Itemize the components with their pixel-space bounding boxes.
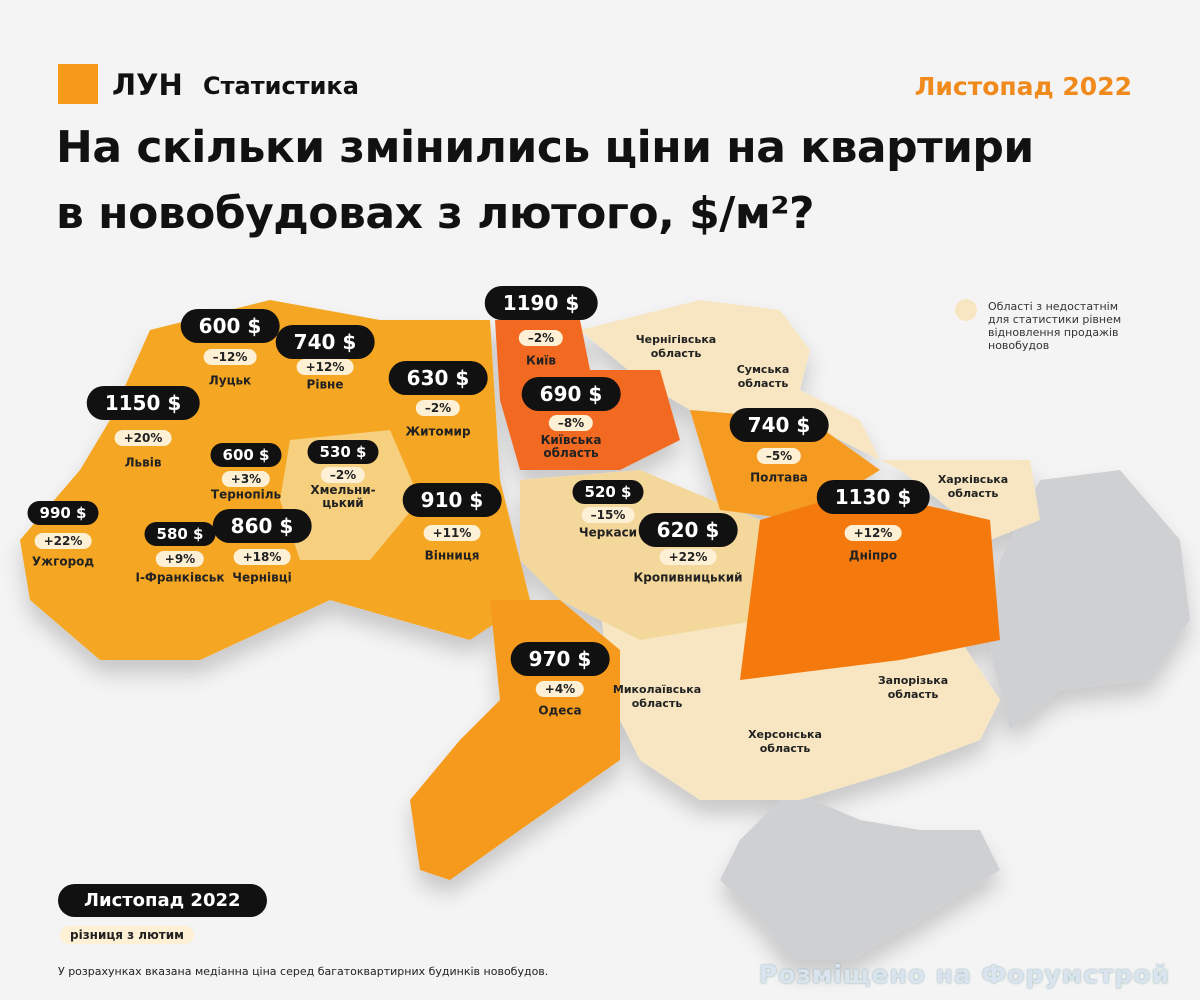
change-label: +11% [423,525,481,541]
city-name: Дніпро [848,548,898,563]
change-label: +4% [535,681,585,697]
region-name: Херсонська область [748,728,822,755]
region-name: Запорізька область [877,674,949,701]
price-label: 600 $ [210,443,282,467]
change-label: +22% [659,549,717,565]
change-label: –15% [581,507,635,523]
city-name: Луцьк [208,373,252,388]
price-label: 970 $ [510,642,610,676]
price-label: 740 $ [275,325,375,359]
title: На скільки змінились ціни на квартири [56,122,1034,173]
price-label: 910 $ [402,483,502,517]
price-label: 1190 $ [484,286,598,320]
region-name: Чернігівська область [635,333,717,360]
city-name: Тернопіль [210,487,282,502]
change-label: +12% [844,525,902,541]
title: в новобудовах з лютого, $/м²? [56,188,815,239]
price-label: 520 $ [572,480,644,504]
price-label: 1150 $ [86,386,200,420]
price-label: 1130 $ [816,480,930,514]
city-name: Одеса [538,703,582,718]
footnote: У розрахунках вказана медіанна ціна сере… [58,965,549,978]
region-name: Миколаївська область [612,683,702,710]
occupied-east [990,470,1190,730]
city-name: Кропивницький [633,570,743,585]
city-name: Ужгород [31,554,95,569]
change-label: +18% [233,549,291,565]
city-name: Київська область [540,433,602,460]
legend-swatch [955,299,977,321]
legend-price-key: Листопад 2022 [58,884,267,917]
price-label: 990 $ [27,501,99,525]
west-regions [20,300,530,660]
city-name: Київ [526,353,556,368]
price-label: 860 $ [212,509,312,543]
city-name: Вінниця [424,548,480,563]
city-name: Полтава [750,470,808,485]
price-label: 620 $ [638,513,738,547]
city-name: Чернівці [232,570,292,585]
legend-change-key: різниця з лютим [60,926,194,944]
change-label: –8% [548,415,594,431]
change-label: –2% [415,400,461,416]
change-label: +3% [221,471,271,487]
city-name: І-Франківськ [135,570,225,585]
price-label: 690 $ [521,377,621,411]
brand: ЛУН [112,68,183,102]
city-name: Рівне [306,377,344,392]
crimea [720,790,1000,960]
change-label: +12% [296,359,354,375]
brand-sub: Статистика [203,72,359,100]
dnipro-region [740,490,1000,680]
date: Листопад 2022 [914,72,1132,101]
change-label: –2% [320,467,366,483]
price-label: 580 $ [144,522,216,546]
change-label: –5% [756,448,802,464]
city-name: Львів [124,455,162,470]
central-regions [520,470,760,640]
change-label: +20% [114,430,172,446]
city-name: Житомир [405,424,471,439]
region-name: Харківська область [937,473,1009,500]
city-name: Хмельни- цький [310,483,376,510]
logo-square [58,64,98,104]
change-label: –2% [518,330,564,346]
price-label: 600 $ [180,309,280,343]
region-name: Сумська область [736,363,790,390]
watermark: Розміщено на Форумстрой [758,960,1170,989]
legend-note: Області з недостатнім для статистики рів… [988,300,1122,352]
price-label: 630 $ [388,361,488,395]
price-label: 740 $ [729,408,829,442]
change-label: +22% [34,533,92,549]
change-label: –12% [203,349,257,365]
change-label: +9% [155,551,205,567]
price-label: 530 $ [307,440,379,464]
city-name: Черкаси [578,525,638,540]
